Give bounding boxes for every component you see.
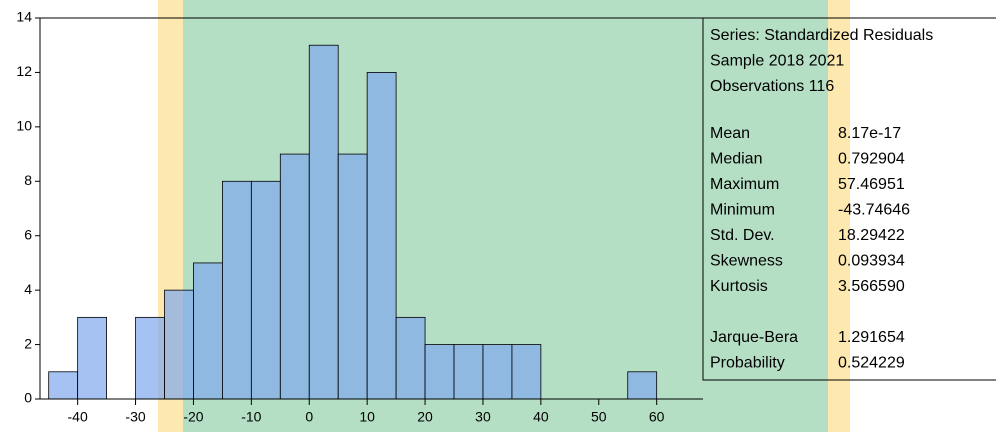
stat-value: 18.29422: [838, 227, 905, 244]
y-tick-label: 0: [24, 390, 32, 406]
stats-box: [702, 17, 996, 381]
bar: [77, 316, 107, 400]
bar: [424, 344, 455, 400]
y-tick-label: 10: [16, 118, 32, 134]
bar: [482, 344, 513, 400]
x-tick-label: -20: [183, 409, 203, 425]
watermark-strip: [828, 0, 850, 432]
bar: [221, 180, 252, 400]
stat-value: 0.524229: [838, 355, 905, 372]
stat-label: Probability: [710, 355, 785, 372]
x-tick-label: -10: [241, 409, 261, 425]
bar: [135, 316, 165, 400]
stat-label: Std. Dev.: [710, 227, 775, 244]
y-tick-label: 4: [24, 281, 32, 297]
bar: [627, 371, 658, 400]
y-tick-label: 12: [16, 63, 32, 79]
y-tick-label: 14: [16, 9, 32, 25]
y-tick-label: 6: [24, 226, 32, 242]
stats-panel: Series: Standardized Residuals Sample 201…: [710, 27, 933, 372]
x-tick-label: 0: [305, 409, 313, 425]
x-tick-label: 10: [359, 409, 375, 425]
bar: [337, 153, 368, 400]
stat-label: Jarque-Bera: [710, 329, 798, 346]
stat-value: 0.792904: [838, 151, 905, 168]
x-tick-label: -40: [68, 409, 88, 425]
bar: [453, 344, 484, 400]
bar: [366, 72, 397, 400]
stat-label: Mean: [710, 125, 750, 142]
stat-value: 8.17e-17: [838, 125, 901, 142]
y-tick-label: 8: [24, 172, 32, 188]
stats-header: Series: Standardized Residuals: [710, 27, 933, 44]
x-tick-label: -30: [125, 409, 145, 425]
stats-header: Sample 2018 2021: [710, 53, 844, 70]
stat-label: Median: [710, 151, 762, 168]
stat-label: Maximum: [710, 176, 779, 193]
bar: [250, 180, 281, 400]
stat-value: -43.74646: [838, 202, 910, 219]
bar: [308, 44, 339, 400]
stats-header: Observations 116: [710, 78, 834, 95]
stat-label: Skewness: [710, 253, 783, 270]
x-tick-label: 20: [417, 409, 433, 425]
stat-value: 3.566590: [838, 278, 905, 295]
x-tick-label: 30: [475, 409, 491, 425]
stat-label: Minimum: [710, 202, 775, 219]
bar: [164, 289, 194, 400]
bar: [395, 316, 426, 400]
plot-area: 0 2 4 6 8 10 12 14 -40 -30 -20 -10 0 10 20 30 40 50 60: [16, 9, 703, 425]
stat-value: 1.291654: [838, 329, 905, 346]
stat-label: Kurtosis: [710, 278, 768, 295]
bar: [279, 153, 310, 400]
x-tick-label: 60: [649, 409, 665, 425]
stat-value: 0.093934: [838, 253, 905, 270]
bar: [511, 344, 542, 400]
stat-value: 57.46951: [838, 176, 905, 193]
y-tick-label: 2: [24, 335, 32, 351]
bar: [48, 371, 79, 400]
bar: [193, 262, 223, 400]
x-tick-label: 40: [533, 409, 549, 425]
x-tick-label: 50: [591, 409, 607, 425]
